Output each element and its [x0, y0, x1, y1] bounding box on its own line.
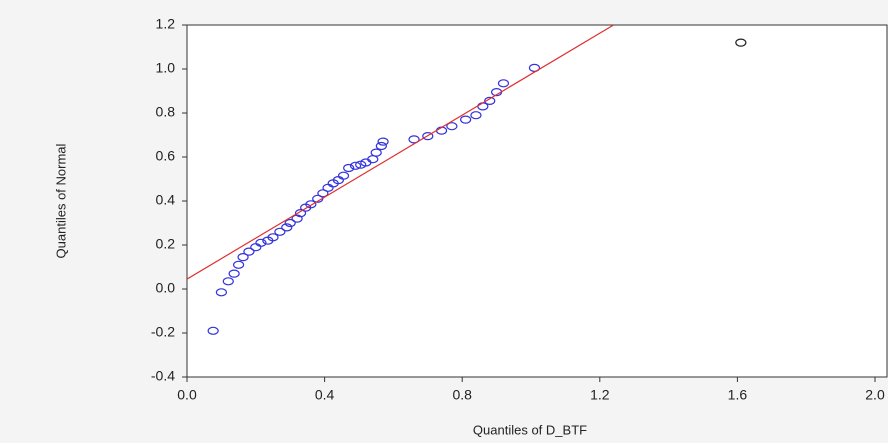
point	[317, 189, 329, 198]
x-tick-label: 0.8	[452, 387, 472, 403]
point	[422, 132, 434, 141]
x-axis-title: Quantiles of D_BTF	[473, 422, 587, 437]
point	[470, 111, 482, 120]
point	[291, 214, 303, 223]
point	[284, 218, 296, 228]
y-tick-label: 1.0	[156, 60, 176, 76]
x-tick-label: 0.4	[315, 387, 335, 403]
reference-line	[187, 25, 614, 280]
point	[222, 277, 234, 286]
y-tick-label: 0.2	[156, 236, 176, 252]
y-tick-label: 0.0	[156, 280, 176, 296]
point	[337, 171, 350, 180]
point	[255, 238, 267, 247]
point	[497, 79, 510, 88]
point	[305, 200, 317, 209]
point	[408, 135, 420, 144]
point	[528, 63, 541, 73]
point	[377, 137, 389, 146]
point	[237, 253, 249, 262]
point	[375, 141, 387, 151]
y-tick-label: -0.4	[151, 368, 175, 384]
point	[446, 122, 458, 131]
y-tick-label: 0.4	[156, 192, 176, 208]
plot-area	[186, 24, 888, 378]
y-tick-label: 0.6	[156, 148, 176, 164]
y-axis-title: Quantiles of Normal	[53, 143, 68, 258]
point	[343, 163, 355, 173]
y-tick-label: 0.8	[156, 104, 176, 120]
y-tick-label: 1.2	[156, 16, 176, 32]
point	[207, 326, 219, 335]
x-tick-label: 1.6	[728, 387, 748, 403]
point	[460, 115, 472, 124]
point	[274, 227, 286, 236]
x-tick-label: 2.0	[865, 387, 885, 403]
point	[370, 148, 382, 157]
point	[484, 96, 496, 106]
x-tick-label: 1.2	[590, 387, 610, 403]
point	[215, 288, 227, 297]
y-tick-label: -0.2	[151, 324, 175, 340]
point	[267, 233, 279, 242]
point	[243, 247, 255, 256]
point	[294, 209, 307, 218]
point	[281, 223, 293, 232]
point	[735, 38, 747, 47]
point	[228, 269, 240, 278]
point	[233, 260, 245, 269]
x-tick-label: 0.0	[177, 387, 197, 403]
point	[349, 161, 362, 170]
